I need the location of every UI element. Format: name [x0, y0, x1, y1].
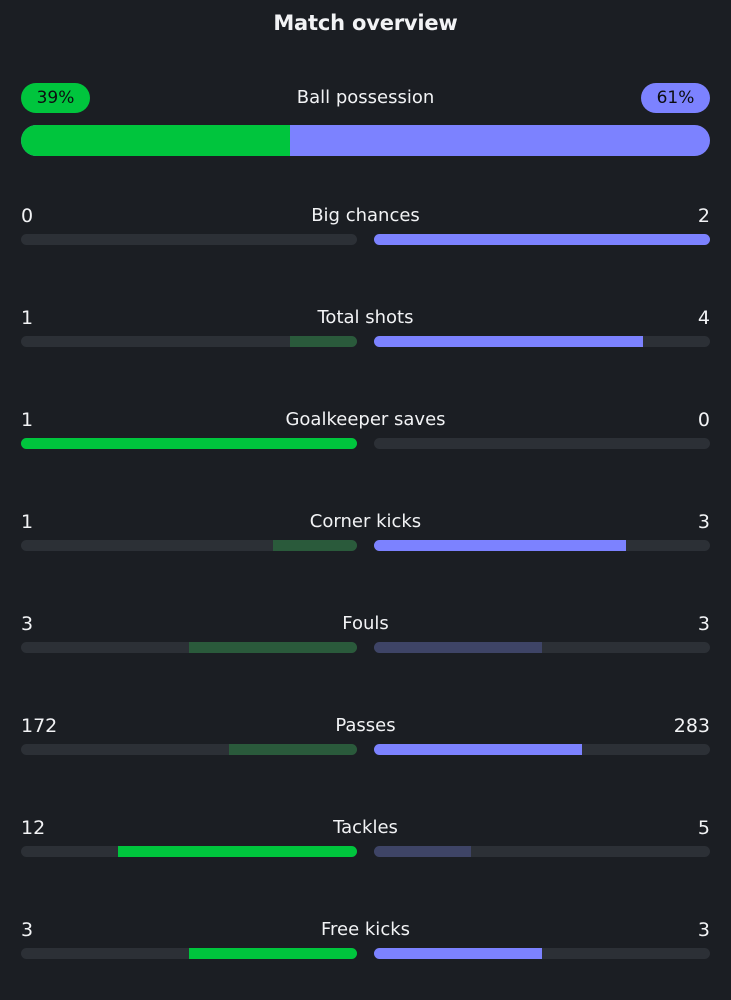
away-stat-value: 3	[697, 613, 710, 635]
home-stat-value: 3	[21, 613, 34, 635]
stat-label: Fouls	[342, 613, 389, 634]
home-possession-badge: 39%	[21, 83, 90, 113]
away-stat-fill	[374, 744, 583, 755]
away-stat-track	[374, 846, 710, 857]
home-stat-track	[21, 540, 357, 551]
stat-label: Tackles	[333, 817, 398, 838]
away-stat-track	[374, 234, 710, 245]
stat-row: 1 Corner kicks 3	[21, 508, 710, 568]
stat-label: Total shots	[317, 307, 414, 328]
away-stat-track	[374, 540, 710, 551]
stat-label: Passes	[335, 715, 396, 736]
home-possession-fill	[21, 125, 290, 156]
away-stat-track	[374, 336, 710, 347]
away-stat-fill	[374, 234, 710, 245]
away-stat-value: 2	[697, 205, 710, 227]
stat-row: 12 Tackles 5	[21, 814, 710, 874]
home-stat-value: 3	[21, 919, 34, 941]
stat-row: 3 Fouls 3	[21, 610, 710, 670]
away-possession-badge: 61%	[641, 83, 710, 113]
away-stat-value: 3	[697, 919, 710, 941]
stat-row: 1 Goalkeeper saves 0	[21, 406, 710, 466]
home-stat-track	[21, 846, 357, 857]
stat-label: Goalkeeper saves	[285, 409, 446, 430]
stat-row: 1 Total shots 4	[21, 304, 710, 364]
page-title: Match overview	[273, 11, 458, 35]
away-stat-fill	[374, 846, 472, 857]
home-stat-value: 12	[21, 817, 46, 839]
possession-bar	[21, 125, 710, 156]
away-stat-value: 5	[697, 817, 710, 839]
home-stat-fill	[21, 438, 357, 449]
home-stat-fill	[273, 540, 357, 551]
away-stat-track	[374, 438, 710, 449]
away-stat-fill	[374, 540, 626, 551]
home-stat-track	[21, 438, 357, 449]
home-stat-track	[21, 642, 357, 653]
away-stat-fill	[374, 642, 542, 653]
stat-label: Free kicks	[320, 919, 411, 940]
home-stat-value: 1	[21, 409, 34, 431]
home-stat-track	[21, 234, 357, 245]
away-stat-fill	[374, 336, 643, 347]
stat-row: 3 Free kicks 3	[21, 916, 710, 976]
stat-row: 0 Big chances 2	[21, 202, 710, 262]
away-stat-track	[374, 642, 710, 653]
home-stat-fill	[229, 744, 357, 755]
stat-label: Big chances	[311, 205, 420, 226]
away-stat-value: 283	[673, 715, 710, 737]
home-stat-value: 0	[21, 205, 34, 227]
away-stat-fill	[374, 948, 542, 959]
home-stat-fill	[118, 846, 357, 857]
home-stat-fill	[189, 642, 357, 653]
away-stat-track	[374, 744, 710, 755]
away-stat-value: 3	[697, 511, 710, 533]
home-stat-value: 1	[21, 511, 34, 533]
stat-row: 172 Passes 283	[21, 712, 710, 772]
home-stat-value: 172	[21, 715, 58, 737]
home-stat-fill	[289, 336, 357, 347]
home-stat-track	[21, 336, 357, 347]
home-stat-track	[21, 948, 357, 959]
home-stat-track	[21, 744, 357, 755]
away-stat-value: 4	[697, 307, 710, 329]
away-stat-value: 0	[697, 409, 710, 431]
away-stat-track	[374, 948, 710, 959]
home-stat-fill	[189, 948, 357, 959]
stat-label: Corner kicks	[309, 511, 422, 532]
home-stat-value: 1	[21, 307, 34, 329]
possession-label: Ball possession	[296, 87, 435, 108]
possession-header: Ball possession 39% 61%	[21, 83, 710, 113]
